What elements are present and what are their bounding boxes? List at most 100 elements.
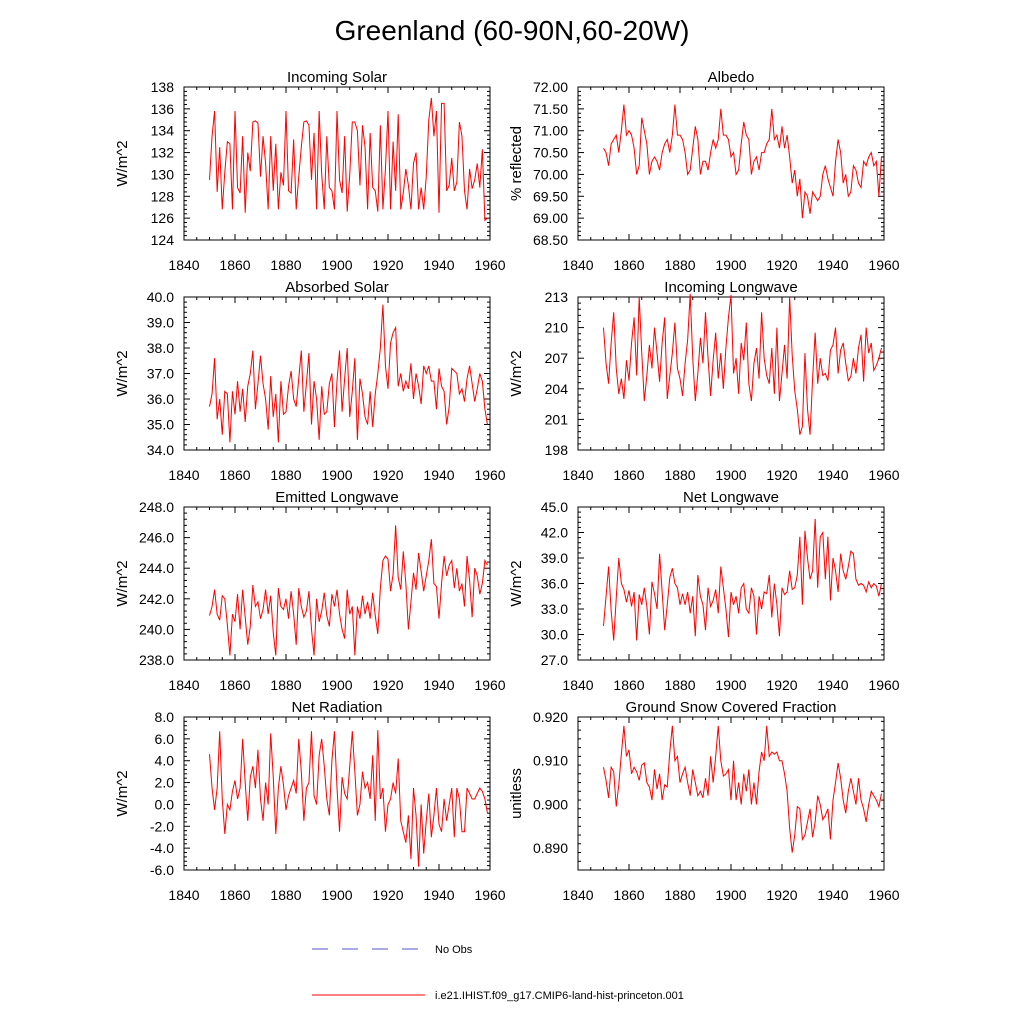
panel-2: Albedo % reflected 1840 1860 1880 1900 1920 194… (508, 69, 900, 273)
y-tick-label: 128 (151, 188, 175, 204)
x-tick-label: 1900 (715, 677, 746, 693)
y-tick-label: 35.0 (147, 417, 174, 433)
y-tick-label: 34.0 (147, 442, 174, 458)
x-tick-label: 1960 (868, 887, 899, 903)
y-tick-label: 207 (545, 350, 569, 366)
panel-title: Albedo (708, 69, 755, 86)
x-tick-label: 1920 (372, 887, 403, 903)
panel-title: Incoming Longwave (664, 279, 797, 296)
legend-obs-label: No Obs (435, 944, 473, 956)
x-tick-label: 1900 (715, 467, 746, 483)
y-axis-label: W/m^2 (508, 350, 525, 396)
series-line (209, 730, 488, 867)
x-tick-label: 1920 (372, 467, 403, 483)
y-tick-label: 4.0 (155, 753, 175, 769)
y-tick-label: 248.0 (139, 499, 174, 515)
x-tick-label: 1840 (562, 467, 593, 483)
y-tick-label: 244.0 (139, 560, 174, 576)
y-tick-label: 8.0 (155, 709, 175, 725)
x-tick-label: 1900 (321, 677, 352, 693)
y-tick-label: 204 (545, 381, 569, 397)
x-tick-label: 1920 (372, 257, 403, 273)
y-tick-label: 6.0 (155, 731, 175, 747)
y-axis-label: W/m^2 (114, 560, 131, 606)
y-tick-label: 124 (151, 232, 175, 248)
y-tick-label: 246.0 (139, 530, 174, 546)
x-tick-label: 1960 (474, 677, 505, 693)
plot-frame (183, 296, 491, 451)
x-tick-label: 1880 (270, 887, 301, 903)
x-tick-label: 1900 (321, 467, 352, 483)
x-tick-label: 1860 (613, 257, 644, 273)
x-tick-label: 1940 (817, 887, 848, 903)
panel-title: Absorbed Solar (285, 279, 388, 296)
legend-model-label: i.e21.IHIST.f09_g17.CMIP6-land-hist-prin… (435, 990, 684, 1002)
x-tick-label: 1900 (321, 887, 352, 903)
x-tick-label: 1880 (270, 467, 301, 483)
y-axis-label: W/m^2 (508, 560, 525, 606)
figure-title: Greenland (60-90N,60-20W) (335, 15, 690, 46)
y-axis-label: unitless (508, 768, 525, 819)
x-tick-label: 1880 (664, 677, 695, 693)
y-tick-label: -6.0 (150, 862, 174, 878)
y-tick-label: 70.00 (533, 166, 568, 182)
x-tick-label: 1940 (423, 257, 454, 273)
x-tick-label: 1860 (613, 887, 644, 903)
y-tick-label: 132 (151, 145, 175, 161)
x-tick-label: 1840 (562, 257, 593, 273)
panel-3: Absorbed Solar W/m^2 1840 1860 1880 1900 1920 1… (114, 279, 506, 483)
x-tick-label: 1960 (868, 257, 899, 273)
x-tick-label: 1840 (168, 467, 199, 483)
y-tick-label: 36.0 (541, 576, 568, 592)
x-tick-label: 1940 (817, 677, 848, 693)
x-tick-label: 1940 (817, 257, 848, 273)
x-tick-label: 1840 (562, 677, 593, 693)
x-tick-label: 1900 (321, 257, 352, 273)
y-tick-label: 130 (151, 166, 175, 182)
y-tick-label: 0.0 (155, 796, 175, 812)
y-tick-label: 136 (151, 101, 175, 117)
x-tick-label: 1860 (219, 467, 250, 483)
y-tick-label: 71.00 (533, 123, 568, 139)
x-tick-label: 1880 (270, 677, 301, 693)
y-tick-label: 38.0 (147, 340, 174, 356)
panel-title: Ground Snow Covered Fraction (626, 699, 837, 716)
y-tick-label: 126 (151, 210, 175, 226)
y-axis-label: W/m^2 (114, 140, 131, 186)
x-tick-label: 1840 (168, 257, 199, 273)
x-tick-label: 1880 (664, 257, 695, 273)
panel-5: Emitted Longwave W/m^2 1840 1860 1880 1900 192… (114, 489, 506, 693)
panel-4: Incoming Longwave W/m^2 1840 1860 1880 1900 19… (508, 279, 900, 483)
y-tick-label: -4.0 (150, 840, 174, 856)
x-tick-label: 1900 (715, 257, 746, 273)
y-tick-label: 69.00 (533, 210, 568, 226)
panel-6: Net Longwave W/m^2 1840 1860 1880 1900 1920 194… (508, 489, 900, 693)
legend: No Obs i.e21.IHIST.f09_g17.CMIP6-land-hi… (312, 944, 684, 1002)
x-tick-label: 1960 (474, 887, 505, 903)
y-tick-label: 238.0 (139, 652, 174, 668)
panel-title: Net Radiation (292, 699, 383, 716)
x-tick-label: 1840 (562, 887, 593, 903)
x-tick-label: 1880 (664, 887, 695, 903)
x-tick-label: 1860 (613, 677, 644, 693)
y-tick-label: 0.920 (533, 709, 568, 725)
x-tick-label: 1920 (766, 887, 797, 903)
series-line (603, 725, 882, 853)
x-tick-label: 1940 (423, 677, 454, 693)
panel-title: Net Longwave (683, 489, 779, 506)
y-tick-label: 201 (545, 411, 569, 427)
y-tick-label: 240.0 (139, 621, 174, 637)
y-tick-label: 69.50 (533, 188, 568, 204)
y-tick-label: 40.0 (147, 289, 174, 305)
y-tick-label: 36.0 (147, 391, 174, 407)
y-tick-label: 72.00 (533, 79, 568, 95)
panel-title: Incoming Solar (287, 69, 387, 86)
y-tick-label: 45.0 (541, 499, 568, 515)
y-tick-label: 42.0 (541, 525, 568, 541)
y-tick-label: 0.900 (533, 796, 568, 812)
x-tick-label: 1840 (168, 887, 199, 903)
panel-1: Incoming Solar W/m^2 1840 1860 1880 1900 1920 1… (114, 69, 506, 273)
x-tick-label: 1840 (168, 677, 199, 693)
y-tick-label: 33.0 (541, 601, 568, 617)
